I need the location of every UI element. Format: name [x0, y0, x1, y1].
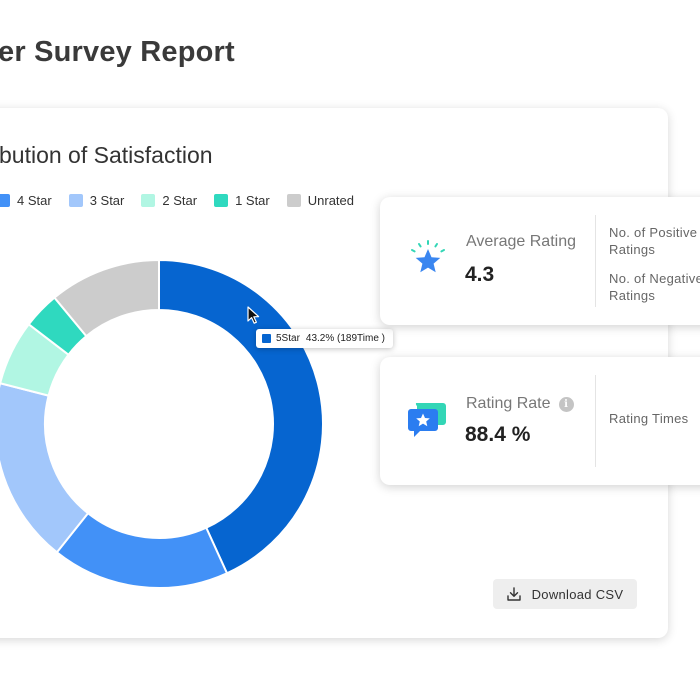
legend-swatch: [0, 194, 10, 207]
average-rating-label: Average Rating: [466, 233, 576, 250]
average-rating-value: 4.3: [465, 263, 495, 286]
donut-slice-5star[interactable]: [158, 258, 324, 575]
tooltip-label: 5Star: [276, 333, 300, 344]
legend-label: Unrated: [307, 193, 354, 208]
negative-ratings-line-1: No. of Negative: [609, 271, 700, 286]
rating-rate-label-text: Rating Rate: [466, 395, 551, 412]
tooltip-swatch: [262, 334, 271, 343]
download-csv-label: Download CSV: [531, 586, 624, 602]
legend-swatch: [214, 194, 229, 207]
positive-ratings-line-1: No. of Positive: [609, 225, 698, 240]
chat-star-icon: [408, 403, 446, 437]
rating-rate-card: Rating Rate i 88.4 % Rating Times: [380, 357, 700, 485]
legend-item-unrated[interactable]: Unrated: [286, 193, 354, 208]
legend-label: 3 Star: [89, 193, 125, 208]
rating-rate-label: Rating Rate i: [466, 395, 574, 413]
rating-rate-value: 88.4 %: [465, 423, 531, 446]
card-divider: [595, 375, 596, 467]
donut-slice-4-star[interactable]: [55, 511, 229, 589]
positive-ratings-label: No. of Positive Ratings: [609, 224, 697, 258]
card-divider: [595, 215, 596, 307]
chart-tooltip: 5Star 43.2% (189Time ): [256, 329, 394, 348]
section-title: bution of Satisfaction: [0, 142, 213, 168]
legend-swatch: [286, 194, 301, 207]
download-icon: [506, 587, 521, 601]
chart-legend: 4 Star 3 Star 2 Star 1 Star Unrated: [0, 193, 371, 208]
legend-item-4-star[interactable]: 4 Star: [0, 193, 52, 208]
positive-ratings-line-2: Ratings: [609, 242, 656, 257]
tooltip-value: 43.2% (189Time ): [305, 333, 386, 344]
legend-label: 2 Star: [162, 193, 198, 208]
negative-ratings-label: No. of Negative Ratings: [609, 270, 700, 304]
legend-item-1-star[interactable]: 1 Star: [214, 193, 270, 208]
legend-item-2-star[interactable]: 2 Star: [141, 193, 197, 208]
mouse-pointer-icon: [247, 306, 260, 324]
legend-item-3-star[interactable]: 3 Star: [68, 193, 125, 208]
legend-label: 1 Star: [235, 193, 270, 208]
rating-times-label: Rating Times: [609, 411, 689, 426]
download-csv-button[interactable]: Download CSV: [493, 579, 637, 609]
average-rating-card: Average Rating 4.3 No. of Positive Ratin…: [380, 197, 700, 325]
donut-slice-unrated[interactable]: [53, 258, 160, 338]
legend-swatch: [141, 194, 156, 207]
page-title: er Survey Report: [0, 36, 235, 68]
negative-ratings-line-2: Ratings: [609, 288, 656, 303]
donut-slice-3-star[interactable]: [0, 382, 90, 554]
star-icon: [411, 240, 445, 273]
info-icon[interactable]: i: [558, 396, 574, 412]
legend-swatch: [68, 194, 83, 207]
legend-label: 4 Star: [17, 193, 52, 208]
